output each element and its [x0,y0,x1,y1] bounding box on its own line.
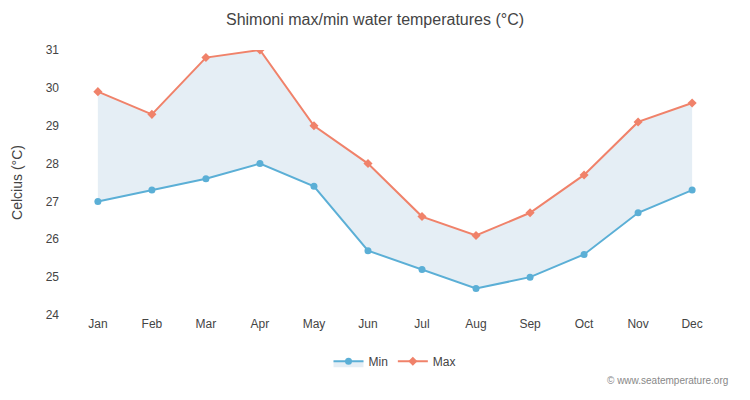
svg-text:Max: Max [433,355,456,369]
svg-text:Sep: Sep [519,317,541,331]
svg-text:Apr: Apr [251,317,270,331]
svg-text:Mar: Mar [196,317,217,331]
svg-text:25: 25 [46,270,60,284]
svg-text:28: 28 [46,157,60,171]
svg-text:29: 29 [46,119,60,133]
svg-text:27: 27 [46,195,60,209]
svg-text:May: May [303,317,326,331]
svg-text:Jan: Jan [88,317,107,331]
svg-text:Celcius (°C): Celcius (°C) [9,145,25,220]
svg-text:Oct: Oct [575,317,594,331]
svg-text:Jun: Jun [358,317,377,331]
svg-text:Shimoni max/min water temperat: Shimoni max/min water temperatures (°C) [226,11,524,28]
svg-text:Jul: Jul [414,317,429,331]
svg-text:Min: Min [369,355,388,369]
svg-text:Dec: Dec [681,317,702,331]
svg-text:26: 26 [46,232,60,246]
svg-text:© www.seatemperature.org: © www.seatemperature.org [607,375,728,386]
svg-text:30: 30 [46,81,60,95]
svg-text:31: 31 [46,43,60,57]
svg-text:Nov: Nov [627,317,648,331]
svg-text:Aug: Aug [465,317,486,331]
svg-text:Feb: Feb [142,317,163,331]
svg-text:24: 24 [46,308,60,322]
